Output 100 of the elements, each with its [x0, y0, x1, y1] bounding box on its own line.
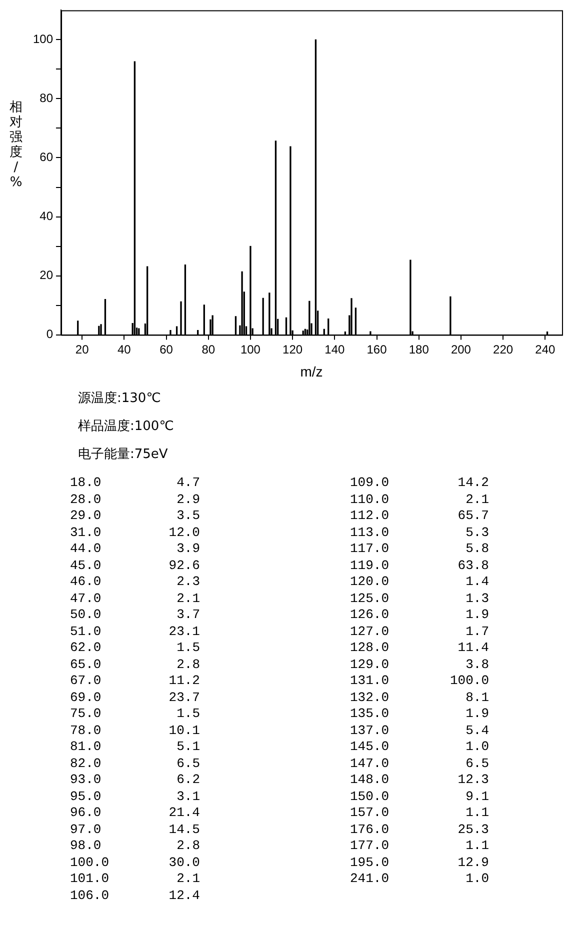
- text: 97.0: [70, 822, 102, 836]
- text: 50.0: [70, 607, 102, 622]
- y-tick-label: 100: [32, 32, 54, 46]
- y-tick-label: 40: [40, 209, 54, 224]
- text: 2.1: [176, 590, 200, 606]
- text: 6.2: [176, 772, 200, 787]
- text: 3.7: [176, 607, 200, 622]
- x-tick-label: 100: [240, 342, 261, 356]
- text: 44.0: [70, 541, 102, 556]
- text: 1.1: [466, 838, 489, 853]
- x-tick-label: 200: [450, 342, 472, 356]
- text: 样品温度:100℃: [78, 418, 175, 436]
- text: 131.0: [350, 673, 390, 688]
- text: 1.5: [176, 640, 200, 655]
- text: 78.0: [70, 722, 102, 738]
- text: 65.0: [70, 656, 102, 672]
- text: 157.0: [350, 805, 390, 820]
- x-tick-label: 140: [324, 342, 345, 356]
- text: 62.0: [70, 640, 102, 655]
- text: 3.9: [176, 541, 200, 556]
- text: 177.0: [350, 838, 390, 853]
- text: 5.8: [466, 541, 489, 556]
- y-tick-label: 0: [46, 327, 54, 342]
- text: 1.1: [466, 805, 489, 820]
- text: 5.4: [466, 722, 489, 738]
- text: 46.0: [70, 574, 102, 589]
- text: 137.0: [350, 722, 390, 738]
- x-tick-label: 180: [408, 342, 430, 356]
- text: 1.7: [466, 624, 489, 638]
- text: 135.0: [350, 706, 390, 721]
- text: 3.8: [466, 656, 489, 672]
- text: 129.0: [350, 656, 390, 672]
- text: 2.3: [176, 574, 200, 589]
- x-tick-label: 120: [282, 342, 303, 356]
- text: 110.0: [350, 492, 390, 506]
- x-tick-label: 160: [366, 342, 388, 356]
- text: 96.0: [70, 805, 102, 820]
- text: 31.0: [70, 524, 102, 540]
- text: 11.2: [168, 673, 200, 688]
- x-tick-label: 60: [160, 342, 174, 356]
- x-tick-label: 40: [117, 342, 132, 356]
- text: 125.0: [350, 590, 390, 606]
- text: 100.0: [70, 854, 110, 870]
- text: 12.4: [168, 888, 200, 902]
- text: 5.1: [176, 739, 200, 754]
- text: 195.0: [350, 854, 390, 870]
- text: 101.0: [70, 871, 110, 886]
- text: 12.9: [458, 854, 489, 870]
- text: 30.0: [168, 854, 200, 870]
- text: 1.0: [466, 871, 489, 886]
- text: 14.5: [168, 822, 200, 836]
- text: 21.4: [168, 805, 200, 820]
- x-tick-label: 80: [202, 342, 216, 356]
- text: 6.5: [466, 756, 489, 770]
- text: 9.1: [466, 788, 489, 804]
- text: 4.7: [176, 475, 200, 490]
- text: 18.0: [70, 475, 102, 490]
- text: 81.0: [70, 739, 102, 754]
- text: 1.5: [176, 706, 200, 721]
- text: 65.7: [458, 508, 489, 523]
- text: 148.0: [350, 772, 390, 787]
- text: 3.5: [176, 508, 200, 523]
- text: 127.0: [350, 624, 390, 638]
- text: 5.3: [466, 524, 489, 540]
- text: 132.0: [350, 690, 390, 704]
- text: 11.4: [458, 640, 489, 655]
- text: 241.0: [350, 871, 390, 886]
- text: 69.0: [70, 690, 102, 704]
- text: 147.0: [350, 756, 390, 770]
- text: 8.1: [466, 690, 489, 704]
- text: 98.0: [70, 838, 102, 853]
- text: 23.7: [168, 690, 200, 704]
- text: 120.0: [350, 574, 390, 589]
- text: 63.8: [458, 558, 489, 572]
- text: 106.0: [70, 888, 110, 902]
- text: 126.0: [350, 607, 390, 622]
- text: 12.3: [458, 772, 489, 787]
- text: 1.9: [466, 607, 489, 622]
- text: 45.0: [70, 558, 102, 572]
- text: 82.0: [70, 756, 102, 770]
- x-tick-label: 240: [535, 342, 556, 356]
- x-tick-label: 220: [493, 342, 514, 356]
- text: 2.1: [176, 871, 200, 886]
- text: 128.0: [350, 640, 390, 655]
- text: 92.6: [168, 558, 200, 572]
- text: 47.0: [70, 590, 102, 606]
- y-axis-title: 相对强度/%: [8, 100, 24, 190]
- text: 2.9: [176, 492, 200, 506]
- text: 150.0: [350, 788, 390, 804]
- x-tick-label: 20: [75, 342, 90, 356]
- text: 2.8: [176, 838, 200, 853]
- text: 1.0: [466, 739, 489, 754]
- text: 67.0: [70, 673, 102, 688]
- text: 145.0: [350, 739, 390, 754]
- text: 1.4: [466, 574, 489, 589]
- text: 28.0: [70, 492, 102, 506]
- text: 25.3: [458, 822, 489, 836]
- text: 6.5: [176, 756, 200, 770]
- text: 75.0: [70, 706, 102, 721]
- text: 29.0: [70, 508, 102, 523]
